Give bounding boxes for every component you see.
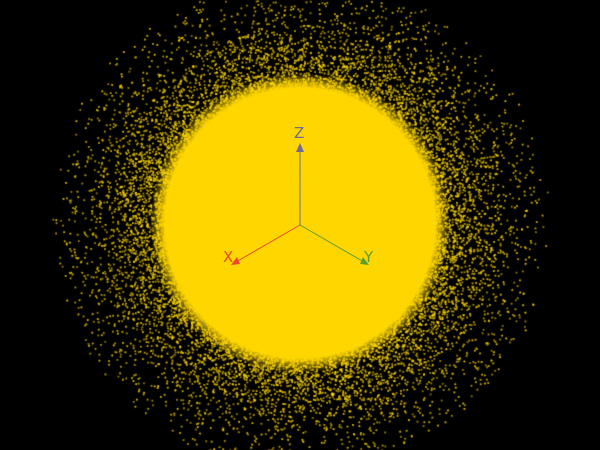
3d-viewport[interactable]: X Y Z xyxy=(0,0,600,450)
point-cloud-sphere[interactable] xyxy=(0,0,600,450)
